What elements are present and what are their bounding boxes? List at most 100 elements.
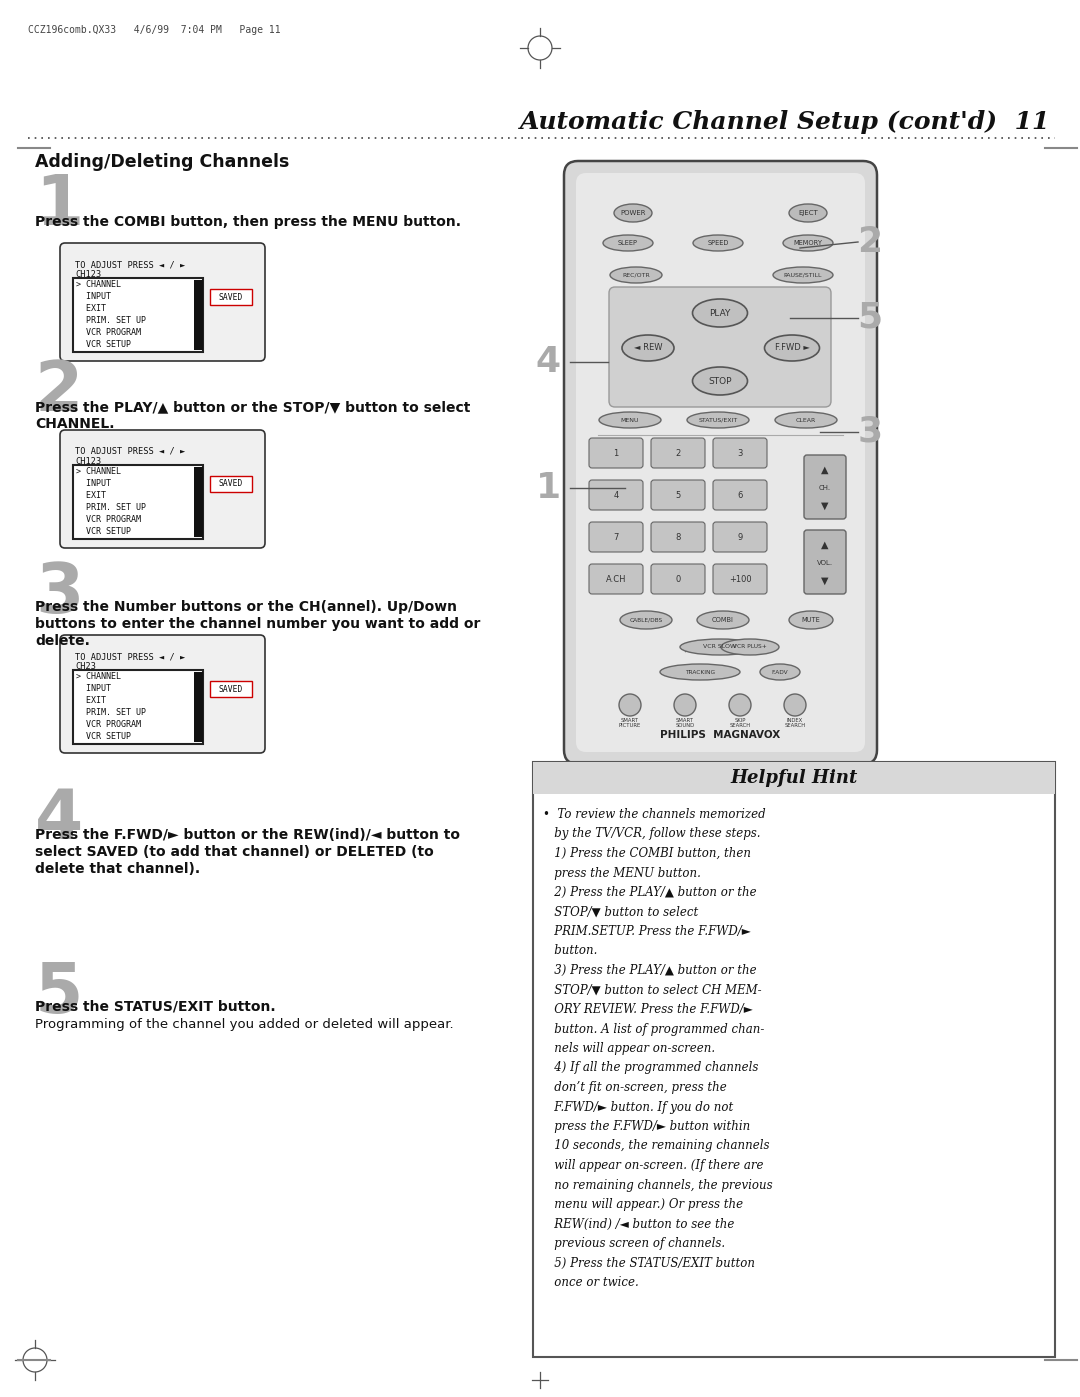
Text: 2) Press the PLAY/▲ button or the: 2) Press the PLAY/▲ button or the	[543, 886, 757, 900]
Ellipse shape	[619, 694, 642, 717]
FancyBboxPatch shape	[210, 680, 252, 697]
Text: SAVED: SAVED	[219, 292, 243, 302]
Text: EXIT: EXIT	[76, 696, 106, 705]
Text: TO ADJUST PRESS ◄ / ►: TO ADJUST PRESS ◄ / ►	[75, 260, 186, 270]
Ellipse shape	[784, 694, 806, 717]
Text: REC/OTR: REC/OTR	[622, 272, 650, 278]
Text: ◄ REW: ◄ REW	[634, 344, 662, 352]
FancyBboxPatch shape	[804, 529, 846, 594]
Ellipse shape	[674, 694, 696, 717]
Text: CABLE/DBS: CABLE/DBS	[630, 617, 663, 623]
Ellipse shape	[789, 204, 827, 222]
Text: CH123: CH123	[75, 457, 102, 467]
Text: delete.: delete.	[35, 634, 90, 648]
Text: REW(ind) /◄ button to see the: REW(ind) /◄ button to see the	[543, 1218, 734, 1231]
Text: > CHANNEL: > CHANNEL	[76, 279, 121, 289]
Text: 1: 1	[35, 172, 83, 239]
Text: INDEX
SEARCH: INDEX SEARCH	[784, 718, 806, 728]
FancyBboxPatch shape	[210, 476, 252, 492]
Text: F.FWD/► button. If you do not: F.FWD/► button. If you do not	[543, 1101, 733, 1113]
Ellipse shape	[687, 412, 750, 427]
Ellipse shape	[599, 412, 661, 427]
Ellipse shape	[760, 664, 800, 680]
Text: 3: 3	[35, 560, 83, 627]
FancyBboxPatch shape	[589, 439, 643, 468]
FancyBboxPatch shape	[589, 564, 643, 594]
Text: 3: 3	[738, 448, 743, 457]
Bar	[194, 467, 203, 536]
Text: 2: 2	[675, 448, 680, 457]
Ellipse shape	[765, 335, 820, 360]
Text: CH.: CH.	[819, 485, 832, 490]
FancyBboxPatch shape	[651, 564, 705, 594]
Text: menu will appear.) Or press the: menu will appear.) Or press the	[543, 1199, 743, 1211]
Text: STOP: STOP	[708, 377, 732, 386]
Bar	[73, 465, 203, 539]
Text: VCR SETUP: VCR SETUP	[76, 732, 131, 740]
Text: INPUT: INPUT	[76, 685, 111, 693]
Text: PRIM.SETUP. Press the F.FWD/►: PRIM.SETUP. Press the F.FWD/►	[543, 925, 751, 937]
Ellipse shape	[615, 204, 652, 222]
Text: CH123: CH123	[75, 270, 102, 279]
Ellipse shape	[660, 664, 740, 680]
Bar	[73, 671, 203, 745]
FancyBboxPatch shape	[651, 522, 705, 552]
Text: no remaining channels, the previous: no remaining channels, the previous	[543, 1179, 772, 1192]
Text: 5: 5	[35, 960, 83, 1027]
Text: 4) If all the programmed channels: 4) If all the programmed channels	[543, 1062, 758, 1074]
Text: TRACKING: TRACKING	[685, 669, 715, 675]
Text: > CHANNEL: > CHANNEL	[76, 467, 121, 476]
FancyBboxPatch shape	[651, 481, 705, 510]
FancyBboxPatch shape	[713, 439, 767, 468]
Text: SAVED: SAVED	[219, 479, 243, 489]
Text: Press the PLAY/▲ button or the STOP/▼ button to select: Press the PLAY/▲ button or the STOP/▼ bu…	[35, 400, 471, 414]
Bar	[194, 279, 203, 351]
Text: Press the STATUS/EXIT button.: Press the STATUS/EXIT button.	[35, 1000, 275, 1014]
Text: will appear on-screen. (If there are: will appear on-screen. (If there are	[543, 1160, 764, 1172]
FancyBboxPatch shape	[60, 430, 265, 548]
Text: 3: 3	[858, 415, 882, 448]
Text: nels will appear on-screen.: nels will appear on-screen.	[543, 1042, 715, 1055]
Text: 3) Press the PLAY/▲ button or the: 3) Press the PLAY/▲ button or the	[543, 964, 757, 977]
FancyBboxPatch shape	[589, 481, 643, 510]
Text: TO ADJUST PRESS ◄ / ►: TO ADJUST PRESS ◄ / ►	[75, 652, 186, 661]
Text: STOP/▼ button to select CH MEM-: STOP/▼ button to select CH MEM-	[543, 983, 761, 996]
Text: 8: 8	[675, 532, 680, 542]
Text: F.ADV: F.ADV	[772, 669, 788, 675]
FancyBboxPatch shape	[60, 243, 265, 360]
Bar	[534, 761, 1055, 1356]
Text: CHANNEL.: CHANNEL.	[35, 416, 114, 432]
Text: press the MENU button.: press the MENU button.	[543, 866, 701, 880]
Text: MEMORY: MEMORY	[794, 240, 823, 246]
Bar	[534, 761, 1055, 793]
Text: VCR PROGRAM: VCR PROGRAM	[76, 515, 141, 524]
Text: 1: 1	[613, 448, 619, 457]
Text: EXIT: EXIT	[76, 305, 106, 313]
Text: Press the Number buttons or the CH(annel). Up/Down: Press the Number buttons or the CH(annel…	[35, 599, 457, 615]
Text: Press the F.FWD/► button or the REW(ind)/◄ button to: Press the F.FWD/► button or the REW(ind)…	[35, 828, 460, 842]
Ellipse shape	[692, 299, 747, 327]
Ellipse shape	[692, 367, 747, 395]
Text: PHILIPS  MAGNAVOX: PHILIPS MAGNAVOX	[660, 731, 780, 740]
Text: button.: button.	[543, 944, 597, 957]
Ellipse shape	[773, 267, 833, 284]
Text: +100: +100	[729, 574, 752, 584]
Text: 9: 9	[738, 532, 743, 542]
Text: Press the COMBI button, then press the MENU button.: Press the COMBI button, then press the M…	[35, 215, 461, 229]
Bar	[194, 672, 203, 742]
Ellipse shape	[721, 638, 779, 655]
Text: VOL.: VOL.	[816, 560, 833, 566]
Text: delete that channel).: delete that channel).	[35, 862, 200, 876]
Text: VCR SETUP: VCR SETUP	[76, 339, 131, 349]
Text: VCR SLOW: VCR SLOW	[703, 644, 737, 650]
Text: VCR SETUP: VCR SETUP	[76, 527, 131, 536]
Ellipse shape	[622, 335, 674, 360]
Text: STATUS/EXIT: STATUS/EXIT	[699, 418, 738, 422]
Ellipse shape	[680, 638, 760, 655]
Text: Adding/Deleting Channels: Adding/Deleting Channels	[35, 154, 289, 170]
Text: PAUSE/STILL: PAUSE/STILL	[784, 272, 822, 278]
Text: SAVED: SAVED	[219, 685, 243, 693]
Text: VCR PROGRAM: VCR PROGRAM	[76, 328, 141, 337]
FancyBboxPatch shape	[589, 522, 643, 552]
Ellipse shape	[789, 610, 833, 629]
